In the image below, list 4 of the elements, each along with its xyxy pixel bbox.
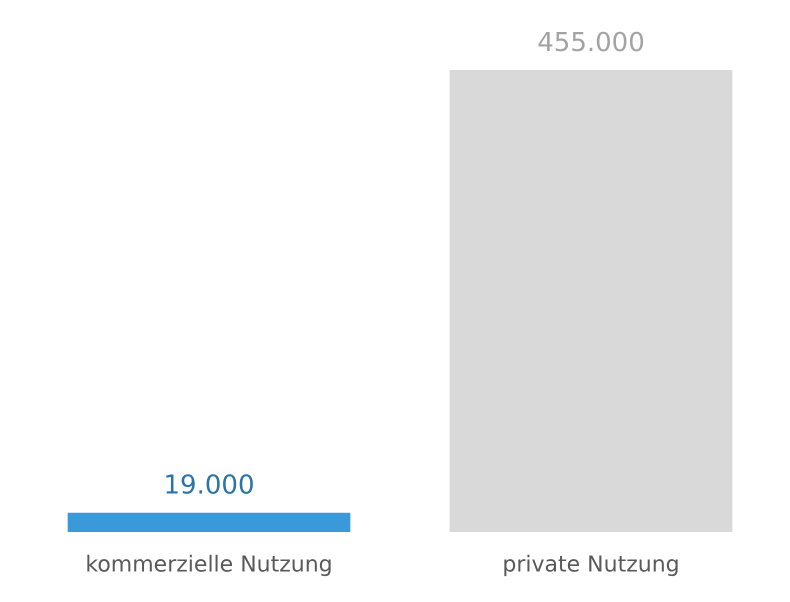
data-label: 19.000 — [164, 470, 254, 501]
x-tick-label: kommerzielle Nutzung — [85, 552, 333, 578]
data-label: 455.000 — [537, 28, 645, 58]
x-tick-label: private Nutzung — [502, 552, 680, 578]
